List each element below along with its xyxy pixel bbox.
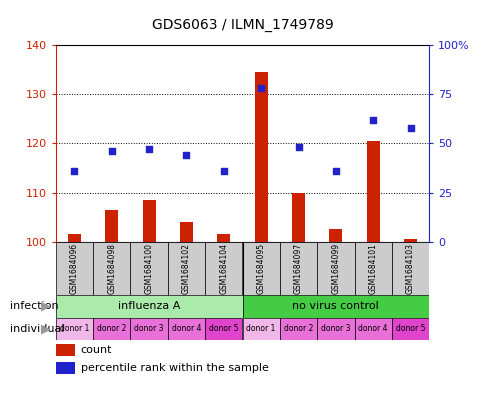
Bar <box>167 242 205 295</box>
Text: individual: individual <box>10 324 64 334</box>
Text: infection: infection <box>10 301 58 311</box>
Bar <box>93 318 130 340</box>
Text: GSM1684097: GSM1684097 <box>293 242 302 294</box>
Text: donor 1: donor 1 <box>60 325 89 333</box>
Text: donor 5: donor 5 <box>395 325 424 333</box>
Bar <box>93 242 130 295</box>
Text: GSM1684096: GSM1684096 <box>70 242 79 294</box>
Bar <box>354 242 391 295</box>
Point <box>406 125 413 131</box>
Text: GSM1684103: GSM1684103 <box>405 243 414 294</box>
Text: GSM1684101: GSM1684101 <box>368 243 377 294</box>
Bar <box>317 318 354 340</box>
Bar <box>242 295 428 318</box>
Text: GSM1684099: GSM1684099 <box>331 242 340 294</box>
Bar <box>279 242 317 295</box>
Bar <box>279 318 317 340</box>
Bar <box>56 295 242 318</box>
Text: GSM1684100: GSM1684100 <box>144 243 153 294</box>
Point <box>294 144 302 151</box>
Bar <box>56 344 75 356</box>
Point <box>71 168 78 174</box>
Bar <box>391 242 428 295</box>
Text: GSM1684098: GSM1684098 <box>107 243 116 294</box>
Bar <box>56 242 93 295</box>
Bar <box>254 72 267 242</box>
Bar <box>142 200 155 242</box>
Bar <box>105 210 118 242</box>
Bar <box>366 141 379 242</box>
Bar <box>403 239 416 242</box>
Text: no virus control: no virus control <box>292 301 378 311</box>
Bar <box>180 222 193 242</box>
Bar <box>354 318 391 340</box>
Point <box>182 152 190 158</box>
Bar <box>391 318 428 340</box>
Bar <box>205 242 242 295</box>
Text: GDS6063 / ILMN_1749789: GDS6063 / ILMN_1749789 <box>151 18 333 32</box>
Bar <box>242 318 279 340</box>
Bar <box>56 318 93 340</box>
Text: ▶: ▶ <box>41 299 51 313</box>
Bar <box>242 242 279 295</box>
Bar <box>291 193 304 242</box>
Point <box>369 117 377 123</box>
Text: donor 2: donor 2 <box>97 325 126 333</box>
Text: donor 3: donor 3 <box>134 325 164 333</box>
Text: percentile rank within the sample: percentile rank within the sample <box>80 363 268 373</box>
Bar <box>130 318 167 340</box>
Text: GSM1684095: GSM1684095 <box>256 242 265 294</box>
Bar <box>56 362 75 374</box>
Text: GSM1684102: GSM1684102 <box>182 243 191 294</box>
Text: donor 4: donor 4 <box>171 325 201 333</box>
Bar <box>130 242 167 295</box>
Bar <box>205 318 242 340</box>
Bar <box>167 318 205 340</box>
Text: donor 3: donor 3 <box>320 325 350 333</box>
Text: GSM1684104: GSM1684104 <box>219 243 228 294</box>
Point <box>219 168 227 174</box>
Text: ▶: ▶ <box>41 322 51 336</box>
Point <box>145 146 153 152</box>
Bar <box>317 242 354 295</box>
Bar <box>68 234 81 242</box>
Point <box>331 168 339 174</box>
Text: count: count <box>80 345 112 355</box>
Point <box>257 85 265 92</box>
Text: donor 5: donor 5 <box>209 325 238 333</box>
Text: influenza A: influenza A <box>118 301 180 311</box>
Point <box>107 148 115 154</box>
Text: donor 2: donor 2 <box>283 325 313 333</box>
Bar <box>329 230 342 242</box>
Text: donor 4: donor 4 <box>358 325 387 333</box>
Text: donor 1: donor 1 <box>246 325 275 333</box>
Bar <box>217 234 230 242</box>
